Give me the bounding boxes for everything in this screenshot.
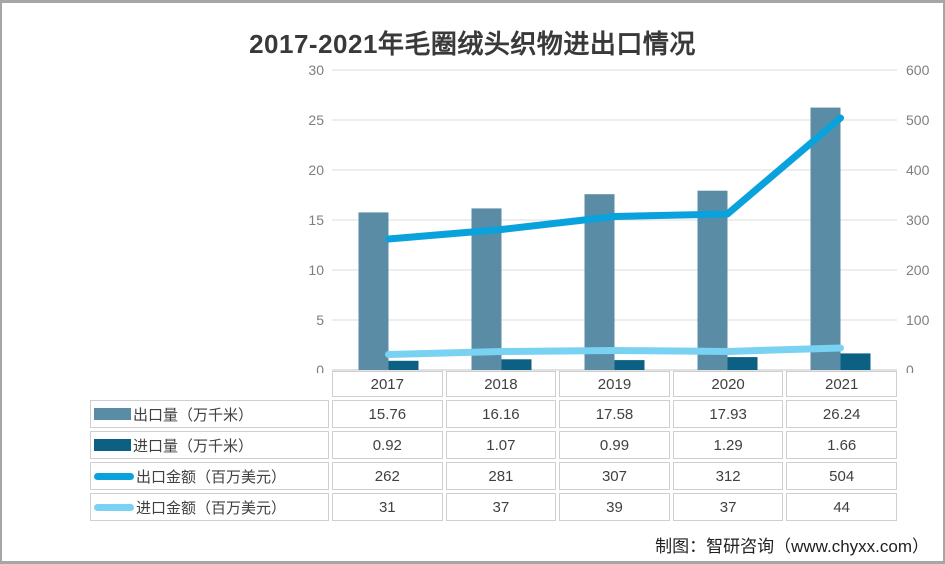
value-cell: 37: [445, 493, 557, 521]
source-credit: 制图：智研咨询（www.chyxx.com）: [655, 537, 929, 556]
import-amount-line: [385, 344, 844, 358]
value-cell: 31: [332, 493, 443, 521]
legend-line-swatch-icon: [94, 503, 134, 511]
left-axis-tick: 5: [316, 312, 324, 328]
value-cell: 0.92: [332, 431, 443, 459]
value-cell: 15.76: [332, 400, 443, 428]
export-volume-bar-2018: [471, 208, 502, 370]
legend-label: 进口量（万千米）: [133, 437, 254, 455]
value-cell: 17.93: [672, 400, 784, 428]
left-axis-tick: 20: [308, 162, 324, 178]
value-cell: 307: [559, 462, 670, 490]
import-volume-bar-2019: [614, 360, 645, 370]
left-axis-tick: 10: [308, 262, 324, 278]
left-axis-tick: 0: [316, 362, 324, 373]
left-axis-tick: 25: [308, 112, 324, 128]
year-cell-2018: 2018: [445, 371, 557, 397]
right-axis-tick: 400: [906, 162, 930, 178]
value-cell: 1.07: [445, 431, 557, 459]
export-volume-bar-2020: [697, 190, 728, 370]
legend-cell: 出口金额（百万美元）: [90, 462, 329, 490]
legend-cell: 进口金额（百万美元）: [90, 493, 329, 521]
value-cell: 1.66: [786, 431, 897, 459]
legend-line-swatch-icon: [94, 472, 134, 480]
value-cell: 26.24: [786, 400, 897, 428]
legend-bar-swatch-icon: [94, 408, 131, 420]
legend-label: 出口金额（百万美元）: [136, 468, 287, 486]
export-volume-bar-2021: [810, 107, 841, 370]
year-cell-2020: 2020: [672, 371, 784, 397]
combo-chart: 0 0 5 100 10 200 15 300 20 400 25 500 30 600: [308, 62, 930, 373]
value-cell: 16.16: [445, 400, 557, 428]
value-cell: 44: [786, 493, 897, 521]
export-volume-bar-2019: [584, 194, 615, 370]
right-axis-tick: 500: [906, 112, 930, 128]
legend-cell: 出口量（万千米）: [90, 400, 329, 428]
legend-label: 出口量（万千米）: [133, 406, 254, 424]
left-axis-tick: 15: [308, 212, 324, 228]
right-axis-tick: 200: [906, 262, 930, 278]
value-cell: 17.58: [559, 400, 670, 428]
import-volume-bar-2021: [840, 353, 871, 370]
value-cell: 39: [559, 493, 670, 521]
right-axis-tick: 100: [906, 312, 930, 328]
right-axis-tick: 300: [906, 212, 930, 228]
value-cell: 312: [672, 462, 784, 490]
import-volume-bar-2018: [501, 359, 532, 370]
year-cell-2019: 2019: [559, 371, 670, 397]
import-volume-bar-2017: [388, 360, 419, 370]
value-cell: 262: [332, 462, 443, 490]
left-axis-tick: 30: [308, 62, 324, 78]
export-volume-bar-2017: [358, 212, 389, 370]
chart-title: 2017-2021年毛圈绒头织物进出口情况: [249, 29, 696, 59]
value-cell: 37: [672, 493, 784, 521]
value-cell: 0.99: [559, 431, 670, 459]
legend-cell: 进口量（万千米）: [90, 431, 329, 459]
year-cell-2017: 2017: [332, 371, 443, 397]
export-amount-line: [385, 114, 844, 243]
value-cell: 281: [445, 462, 557, 490]
right-axis-tick: 600: [906, 62, 930, 78]
value-cell: 1.29: [672, 431, 784, 459]
right-axis-tick: 0: [906, 362, 914, 373]
table-corner-blank: [90, 371, 329, 397]
value-cell: 504: [786, 462, 897, 490]
legend-bar-swatch-icon: [94, 439, 131, 451]
year-cell-2021: 2021: [786, 371, 897, 397]
legend-label: 进口金额（百万美元）: [136, 499, 287, 517]
import-volume-bar-2020: [727, 357, 758, 370]
data-table: 2017 2018 2019 2020 2021 出口量（万千米） 15.76 16.16 17…: [90, 371, 897, 521]
